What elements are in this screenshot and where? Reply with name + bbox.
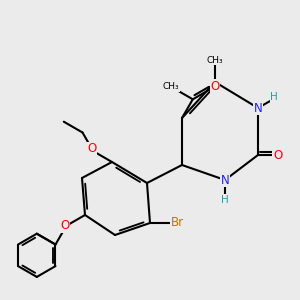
Text: O: O: [210, 80, 220, 93]
Text: CH₃: CH₃: [207, 56, 223, 64]
Text: N: N: [254, 101, 262, 115]
Text: H: H: [270, 92, 278, 102]
Text: H: H: [221, 195, 229, 205]
Text: Br: Br: [170, 217, 184, 230]
Text: O: O: [87, 142, 96, 155]
Text: CH₃: CH₃: [163, 82, 179, 91]
Text: N: N: [220, 173, 230, 187]
Text: O: O: [273, 148, 282, 161]
Text: O: O: [60, 219, 69, 232]
